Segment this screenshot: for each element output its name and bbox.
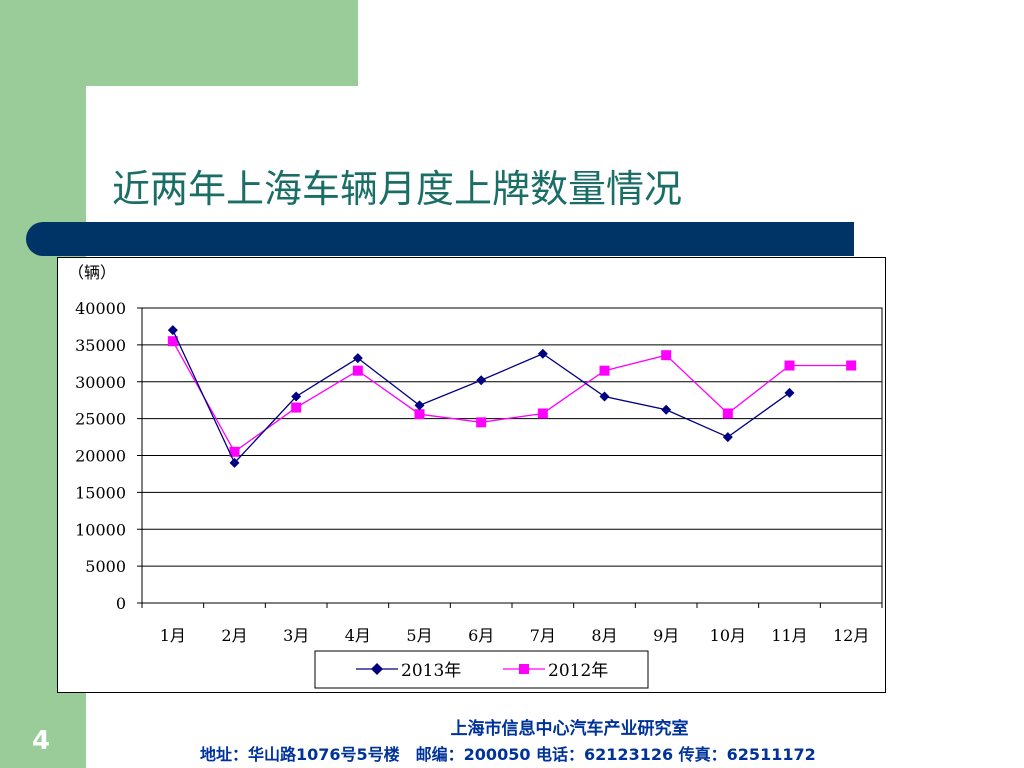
footer-organization: 上海市信息中心汽车产业研究室 — [450, 719, 689, 739]
x-tick-label: 10月 — [710, 626, 746, 645]
data-point-2013 — [352, 353, 363, 364]
line-chart: （辆） 40000 35000 30000 25000 20000 15000 10000 5… — [68, 263, 883, 689]
x-tick-labels: 1月 2月 3月 4月 5月 6月 7月 8月 9月 10月 11月 12月 — [160, 626, 870, 645]
page-number: 4 — [32, 726, 51, 756]
unit-label: （辆） — [68, 263, 116, 282]
x-tick-label: 7月 — [530, 626, 556, 645]
data-point-2013 — [291, 391, 302, 402]
data-point-2013 — [229, 457, 240, 468]
data-point-2013 — [476, 375, 487, 386]
series-line-2013年 — [172, 329, 790, 465]
legend: 2013年 2012年 — [314, 650, 649, 689]
x-tick-label: 5月 — [406, 626, 432, 645]
data-point-2013 — [599, 391, 610, 402]
y-tick-labels: 40000 35000 30000 25000 20000 15000 10000 5000 0 — [75, 299, 126, 613]
data-point-2012 — [537, 408, 548, 419]
legend-marker-2012 — [519, 664, 529, 674]
data-point-2012 — [167, 336, 178, 347]
x-tick-label: 4月 — [345, 626, 371, 645]
title-underline-bar — [26, 222, 854, 256]
data-point-2013 — [722, 432, 733, 443]
series-lines — [167, 325, 857, 468]
data-point-2013 — [661, 404, 672, 415]
data-point-2012 — [291, 402, 302, 413]
y-tick-label: 10000 — [75, 520, 126, 539]
data-point-2013 — [167, 325, 178, 336]
y-tick-label: 40000 — [75, 299, 126, 318]
x-tick-label: 9月 — [653, 626, 679, 645]
y-tick-label: 25000 — [75, 410, 126, 429]
slide-title: 近两年上海车辆月度上牌数量情况 — [112, 167, 683, 211]
data-point-2012 — [414, 409, 425, 420]
data-point-2013 — [537, 348, 548, 359]
x-tick-label: 2月 — [221, 626, 247, 645]
data-point-2012 — [784, 360, 795, 371]
data-point-2012 — [352, 365, 363, 376]
chart-frame: （辆） 40000 35000 30000 25000 20000 15000 10000 5… — [57, 257, 886, 693]
data-point-2012 — [599, 365, 610, 376]
top-green-band — [86, 0, 358, 86]
y-tick-label: 30000 — [75, 373, 126, 392]
legend-label-2012: 2012年 — [548, 661, 608, 681]
data-point-2012 — [722, 408, 733, 419]
footer-contact: 地址：华山路1076号5号楼 邮编：200050 电话：62123126 传真：… — [200, 745, 816, 764]
y-tick-label: 35000 — [75, 336, 126, 355]
legend-label-2013: 2013年 — [401, 661, 461, 681]
data-point-2012 — [476, 417, 487, 428]
x-tick-label: 6月 — [468, 626, 494, 645]
x-tick-label: 1月 — [160, 626, 186, 645]
y-tick-label: 20000 — [75, 447, 126, 466]
data-point-2013 — [414, 400, 425, 411]
y-tick-label: 15000 — [75, 483, 126, 502]
gridlines — [137, 307, 883, 608]
data-point-2012 — [846, 360, 857, 371]
y-tick-label: 0 — [116, 594, 126, 613]
y-tick-label: 5000 — [85, 557, 126, 576]
x-tick-label: 11月 — [771, 626, 807, 645]
data-point-2013 — [784, 387, 795, 398]
series-line-2012年 — [172, 340, 852, 453]
legend-marker-2013 — [371, 663, 383, 675]
x-tick-label: 8月 — [591, 626, 617, 645]
x-tick-label: 3月 — [283, 626, 309, 645]
data-point-2012 — [229, 446, 240, 457]
x-tick-label: 12月 — [833, 626, 869, 645]
data-point-2012 — [661, 350, 672, 361]
